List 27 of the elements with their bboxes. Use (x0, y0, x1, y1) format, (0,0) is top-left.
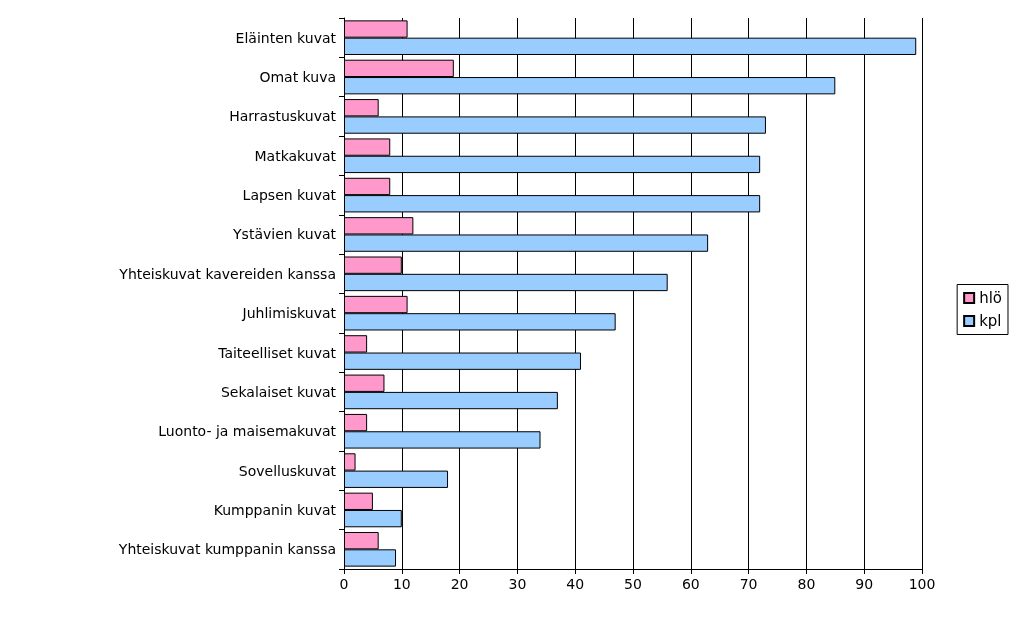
y-tick-label: Yhteiskuvat kavereiden kanssa (118, 265, 336, 282)
y-tick-label: Matkakuvat (254, 147, 337, 164)
y-tick-label: Yhteiskuvat kumppanin kanssa (117, 541, 336, 558)
legend-label: hlö (979, 289, 1003, 307)
x-tick-label: 30 (508, 576, 527, 592)
y-tick-label: Taiteelliset kuvat (217, 344, 337, 361)
x-tick-label: 80 (797, 576, 816, 592)
x-tick-label: 20 (450, 576, 469, 592)
y-tick-label: Harrastuskuvat (229, 108, 337, 125)
y-tick-label: Juhlimiskuvat (241, 305, 337, 322)
y-tick-label: Eläinten kuvat (235, 29, 337, 46)
x-tick-label: 60 (681, 576, 700, 592)
y-tick-label: Kumppanin kuvat (213, 501, 337, 518)
x-tick-label: 40 (566, 576, 585, 592)
x-tick-label: 70 (739, 576, 758, 592)
y-tick-label: Omat kuva (259, 69, 336, 86)
y-tick-label: Lapsen kuvat (242, 187, 337, 204)
y-tick-label: Sovelluskuvat (238, 462, 337, 479)
y-tick-label: Ystävien kuvat (232, 226, 337, 243)
y-tick-label: Luonto- ja maisemakuvat (158, 423, 337, 440)
x-tick-label: 100 (908, 576, 936, 592)
y-tick-label: Sekalaiset kuvat (220, 383, 337, 400)
x-tick-label: 10 (392, 576, 411, 592)
legend-label: kpl (979, 312, 1002, 330)
x-tick-label: 0 (339, 576, 349, 592)
x-tick-label: 90 (855, 576, 874, 592)
x-tick-label: 50 (624, 576, 642, 592)
